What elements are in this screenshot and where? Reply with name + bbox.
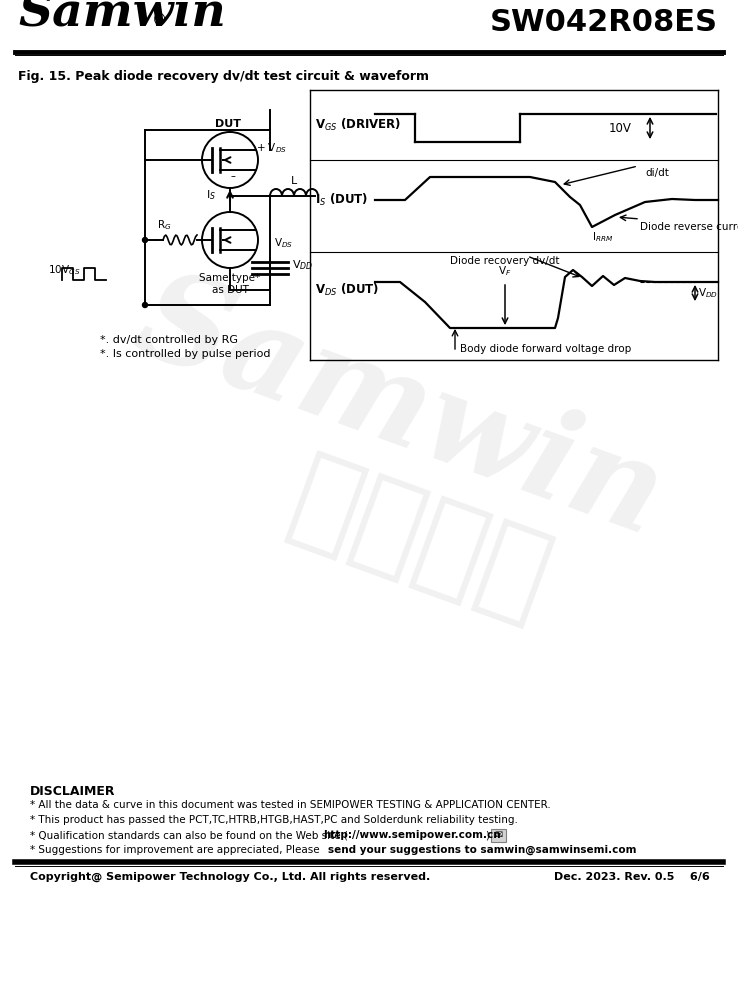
Text: V$_{DD}$: V$_{DD}$ xyxy=(292,258,314,272)
Text: V$_{DS}$: V$_{DS}$ xyxy=(274,236,293,250)
Text: DISCLAIMER: DISCLAIMER xyxy=(30,785,116,798)
Text: + V$_{DS}$: + V$_{DS}$ xyxy=(256,141,287,155)
Text: DUT: DUT xyxy=(215,119,241,129)
Text: Samwin: Samwin xyxy=(121,259,679,561)
Text: V$_{DD}$: V$_{DD}$ xyxy=(698,286,718,300)
Text: 10V: 10V xyxy=(609,121,632,134)
Text: 内部保密: 内部保密 xyxy=(277,444,564,636)
Text: *. dv/dt controlled by RG: *. dv/dt controlled by RG xyxy=(100,335,238,345)
Text: I$_{RRM}$: I$_{RRM}$ xyxy=(592,230,613,244)
Text: Diode recovery dv/dt: Diode recovery dv/dt xyxy=(450,256,559,266)
Text: ✉: ✉ xyxy=(494,830,502,840)
Text: Copyright@ Semipower Technology Co., Ltd. All rights reserved.: Copyright@ Semipower Technology Co., Ltd… xyxy=(30,872,430,882)
Circle shape xyxy=(142,237,148,242)
Text: Diode reverse current: Diode reverse current xyxy=(640,222,738,232)
Text: send your suggestions to samwin@samwinsemi.com: send your suggestions to samwin@samwinse… xyxy=(328,845,636,855)
Text: Dec. 2023. Rev. 0.5    6/6: Dec. 2023. Rev. 0.5 6/6 xyxy=(554,872,710,882)
Text: Same type*: Same type* xyxy=(199,273,261,283)
Text: 10V$_{GS}$: 10V$_{GS}$ xyxy=(48,263,80,277)
Text: * All the data & curve in this document was tested in SEMIPOWER TESTING & APPLIC: * All the data & curve in this document … xyxy=(30,800,551,810)
FancyBboxPatch shape xyxy=(491,829,506,842)
Text: L: L xyxy=(291,176,297,186)
Text: * This product has passed the PCT,TC,HTRB,HTGB,HAST,PC and Solderdunk reliabilit: * This product has passed the PCT,TC,HTR… xyxy=(30,815,518,825)
Circle shape xyxy=(142,302,148,308)
Text: V$_{GS}$ (DRIVER): V$_{GS}$ (DRIVER) xyxy=(315,117,401,133)
Text: di/dt: di/dt xyxy=(645,168,669,178)
Text: –: – xyxy=(230,171,235,181)
Text: ): ) xyxy=(485,830,489,840)
Text: I$_S$: I$_S$ xyxy=(206,188,216,202)
Text: V$_F$: V$_F$ xyxy=(498,264,511,278)
Text: I$_S$ (DUT): I$_S$ (DUT) xyxy=(315,192,368,208)
Text: http://www.semipower.com.cn: http://www.semipower.com.cn xyxy=(323,830,500,840)
Text: * Qualification standards can also be found on the Web site (: * Qualification standards can also be fo… xyxy=(30,830,348,840)
Text: Body diode forward voltage drop: Body diode forward voltage drop xyxy=(460,344,631,354)
Text: R$_G$: R$_G$ xyxy=(156,218,171,232)
Text: Fig. 15. Peak diode recovery dv/dt test circuit & waveform: Fig. 15. Peak diode recovery dv/dt test … xyxy=(18,70,429,83)
Text: * Suggestions for improvement are appreciated, Please: * Suggestions for improvement are apprec… xyxy=(30,845,323,855)
Text: SW042R08ES: SW042R08ES xyxy=(490,8,718,37)
Text: ®: ® xyxy=(152,13,168,28)
Text: Samwin: Samwin xyxy=(18,0,226,35)
Text: V$_{DS}$ (DUT): V$_{DS}$ (DUT) xyxy=(315,282,379,298)
Text: as DUT: as DUT xyxy=(212,285,249,295)
Text: *. Is controlled by pulse period: *. Is controlled by pulse period xyxy=(100,349,271,359)
